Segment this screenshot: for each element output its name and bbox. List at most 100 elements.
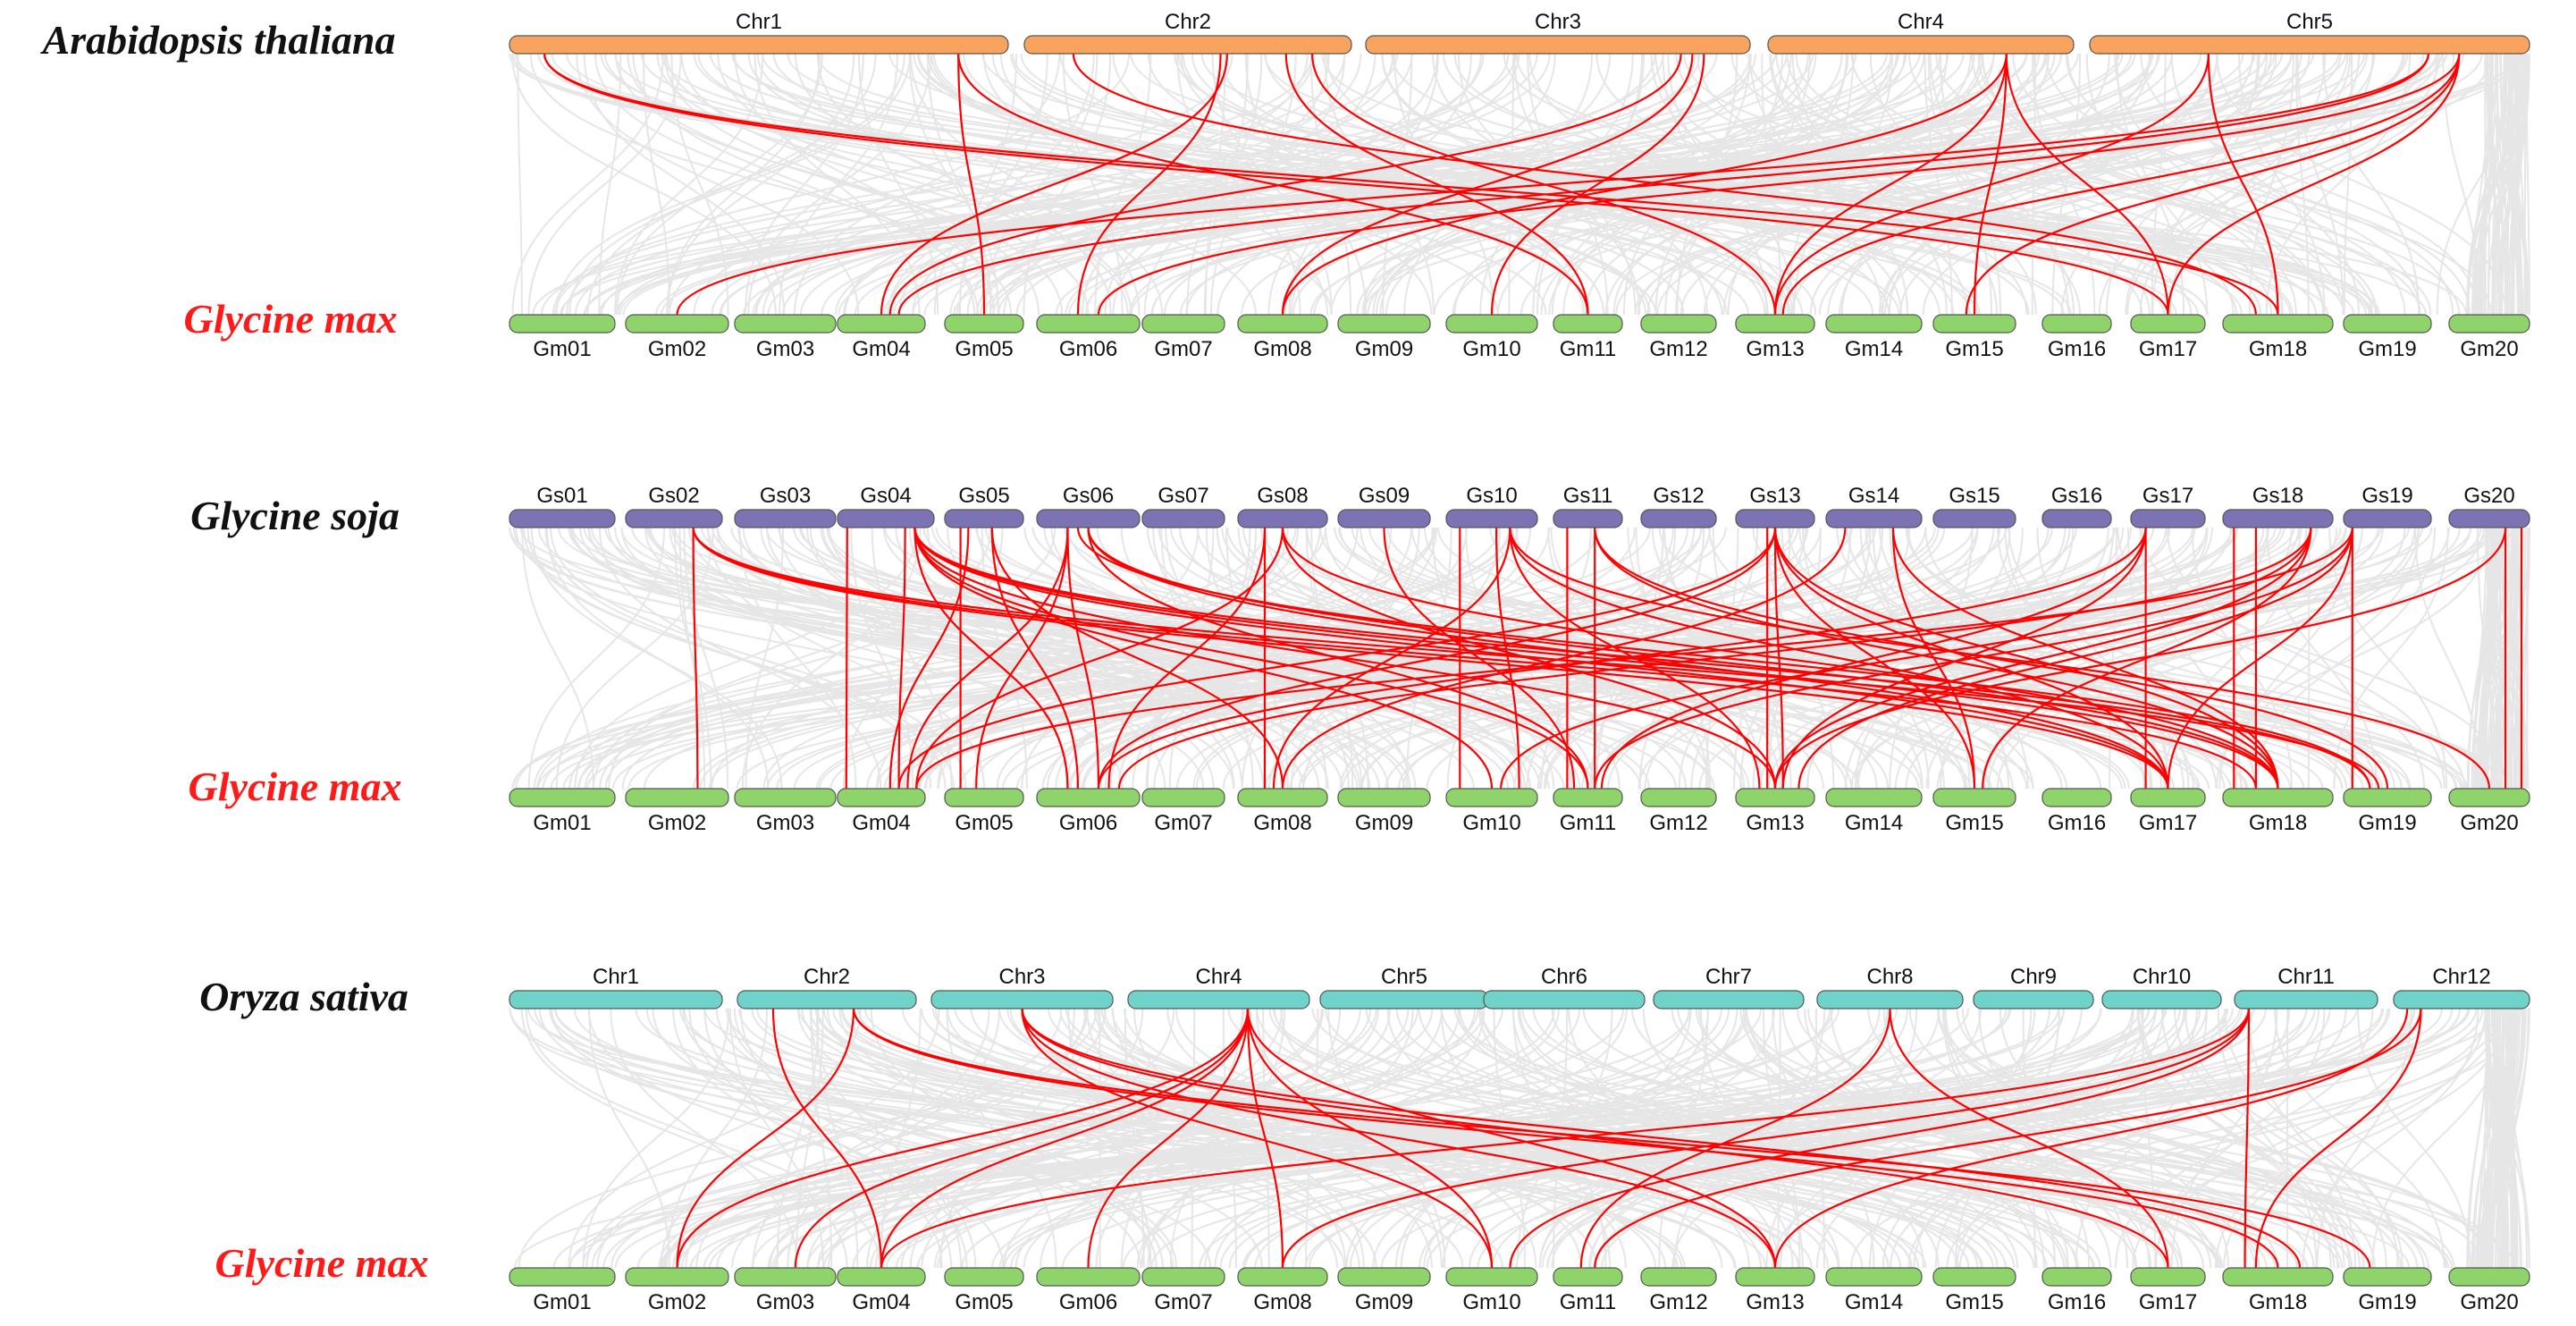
chromosome-label-soja-gs20: Gs20 (2463, 484, 2514, 508)
background-link (1939, 53, 2002, 316)
background-link (581, 1008, 1479, 1269)
chromosome-max-2-gm09 (1337, 788, 1431, 807)
chromosome-max-2-gm01 (509, 788, 616, 807)
gene-link-chr5-gm06 (1097, 53, 2461, 316)
chromosome-label-soja-gs13: Gs13 (1749, 484, 1800, 508)
chromosome-label-max-2-gm08: Gm08 (1253, 811, 1311, 835)
background-link (1095, 1008, 1342, 1269)
background-link (1638, 527, 1759, 790)
chromosome-max-3-gm16 (2041, 1267, 2112, 1287)
background-link (2357, 1008, 2472, 1269)
chromosome-label-arabidopsis-chr4: Chr4 (1898, 10, 1944, 34)
chromosome-label-max-1-gm05: Gm05 (955, 337, 1013, 361)
gene-link-chr12-gm11 (1594, 1008, 2422, 1269)
background-link (850, 527, 914, 790)
background-link (521, 527, 594, 790)
background-link (1191, 1008, 1196, 1269)
background-link (2507, 1008, 2513, 1269)
background-link (550, 527, 967, 790)
chromosome-max-2-gm14 (1825, 788, 1923, 807)
background-link (1656, 53, 2406, 316)
gene-link-chr3-gm18 (1021, 1008, 2302, 1269)
background-link (1856, 527, 2209, 790)
background-link (1888, 53, 2151, 316)
chromosome-max-1-gm17 (2130, 314, 2206, 334)
chromosome-max-1-gm19 (2343, 314, 2432, 334)
chromosome-label-max-2-gm01: Gm01 (533, 811, 591, 835)
chromosome-soja-gs07 (1141, 509, 1225, 528)
chromosome-max-1-gm13 (1735, 314, 1815, 334)
chromosome-label-oryza-chr1: Chr1 (593, 965, 639, 989)
chromosome-max-2-gm04 (837, 788, 926, 807)
chromosome-bars (509, 35, 2530, 1287)
background-link (2307, 527, 2311, 790)
chromosome-label-soja-gs02: Gs02 (648, 484, 699, 508)
background-link (678, 527, 706, 790)
chromosome-max-3-gm05 (944, 1267, 1024, 1287)
chromosome-max-3-gm03 (734, 1267, 837, 1287)
chromosome-max-3-gm04 (837, 1267, 926, 1287)
chromosome-soja-gs19 (2343, 509, 2432, 528)
chromosome-oryza-chr4 (1127, 990, 1310, 1009)
chromosome-label-oryza-chr11: Chr11 (2277, 965, 2335, 989)
chromosome-label-max-2-gm09: Gm09 (1355, 811, 1413, 835)
background-link (613, 53, 764, 316)
chromosome-max-3-gm17 (2130, 1267, 2206, 1287)
background-link (1109, 527, 1468, 790)
chromosome-label-max-3-gm14: Gm14 (1845, 1290, 1903, 1314)
background-link (1922, 53, 2424, 316)
species-label-glycine-max-1: Glycine max (184, 296, 398, 342)
gene-link-gs10-gm08 (1272, 527, 1511, 790)
background-link (1777, 1008, 1781, 1269)
chromosome-label-max-1-gm12: Gm12 (1649, 337, 1707, 361)
gene-link-chr5-gm02 (676, 53, 2429, 316)
chromosome-label-max-3-gm06: Gm06 (1059, 1290, 1117, 1314)
background-link (1397, 527, 2461, 790)
gene-link-chr4-gm10 (1246, 1008, 1494, 1269)
background-link (2174, 1008, 2387, 1269)
background-link (810, 1008, 833, 1269)
chromosome-label-soja-gs16: Gs16 (2051, 484, 2102, 508)
gene-link-chr4-gm08 (1281, 53, 2008, 316)
background-link (1520, 53, 2368, 316)
background-link (1141, 1008, 1486, 1269)
background-link (536, 527, 1500, 790)
chromosome-label-max-2-gm03: Gm03 (756, 811, 814, 835)
gene-link-gs18-gm15 (1982, 527, 2312, 790)
background-link (745, 53, 864, 316)
background-link (542, 527, 1795, 790)
background-link (554, 1008, 2096, 1269)
chromosome-max-2-gm05 (944, 788, 1024, 807)
background-link (981, 53, 2378, 316)
background-link (1946, 1008, 2489, 1269)
chromosome-max-2-gm12 (1640, 788, 1717, 807)
background-link (608, 527, 992, 790)
chromosome-max-1-gm07 (1141, 314, 1225, 334)
gene-link-chr5-gm18 (2207, 53, 2279, 316)
background-link (2493, 53, 2508, 316)
background-link (874, 1008, 1379, 1269)
background-link (716, 1008, 1625, 1269)
background-link (741, 527, 922, 790)
gene-link-chr4-gm02 (676, 1008, 1250, 1269)
chromosome-label-max-2-gm06: Gm06 (1059, 811, 1117, 835)
background-link (1977, 53, 2344, 316)
background-link (1712, 527, 1783, 790)
species-labels: Arabidopsis thaliana Glycine max Glycine… (40, 17, 429, 1286)
background-link (1793, 53, 1893, 316)
chromosome-soja-gs03 (734, 509, 837, 528)
chromosome-label-max-3-gm20: Gm20 (2460, 1290, 2518, 1314)
background-link (1272, 1008, 2352, 1269)
background-link (1999, 1008, 2230, 1269)
chromosome-soja-gs05 (944, 509, 1024, 528)
background-link (600, 53, 1888, 316)
chromosome-max-2-gm17 (2130, 788, 2206, 807)
chromosome-max-1-gm18 (2222, 314, 2334, 334)
background-link (1216, 527, 1555, 790)
chromosome-max-3-gm12 (1640, 1267, 1717, 1287)
background-link (762, 53, 2427, 316)
chromosome-soja-gs04 (837, 509, 935, 528)
chromosome-label-oryza-chr12: Chr12 (2432, 965, 2490, 989)
background-link (753, 53, 921, 316)
chromosome-label-arabidopsis-chr3: Chr3 (1535, 10, 1581, 34)
